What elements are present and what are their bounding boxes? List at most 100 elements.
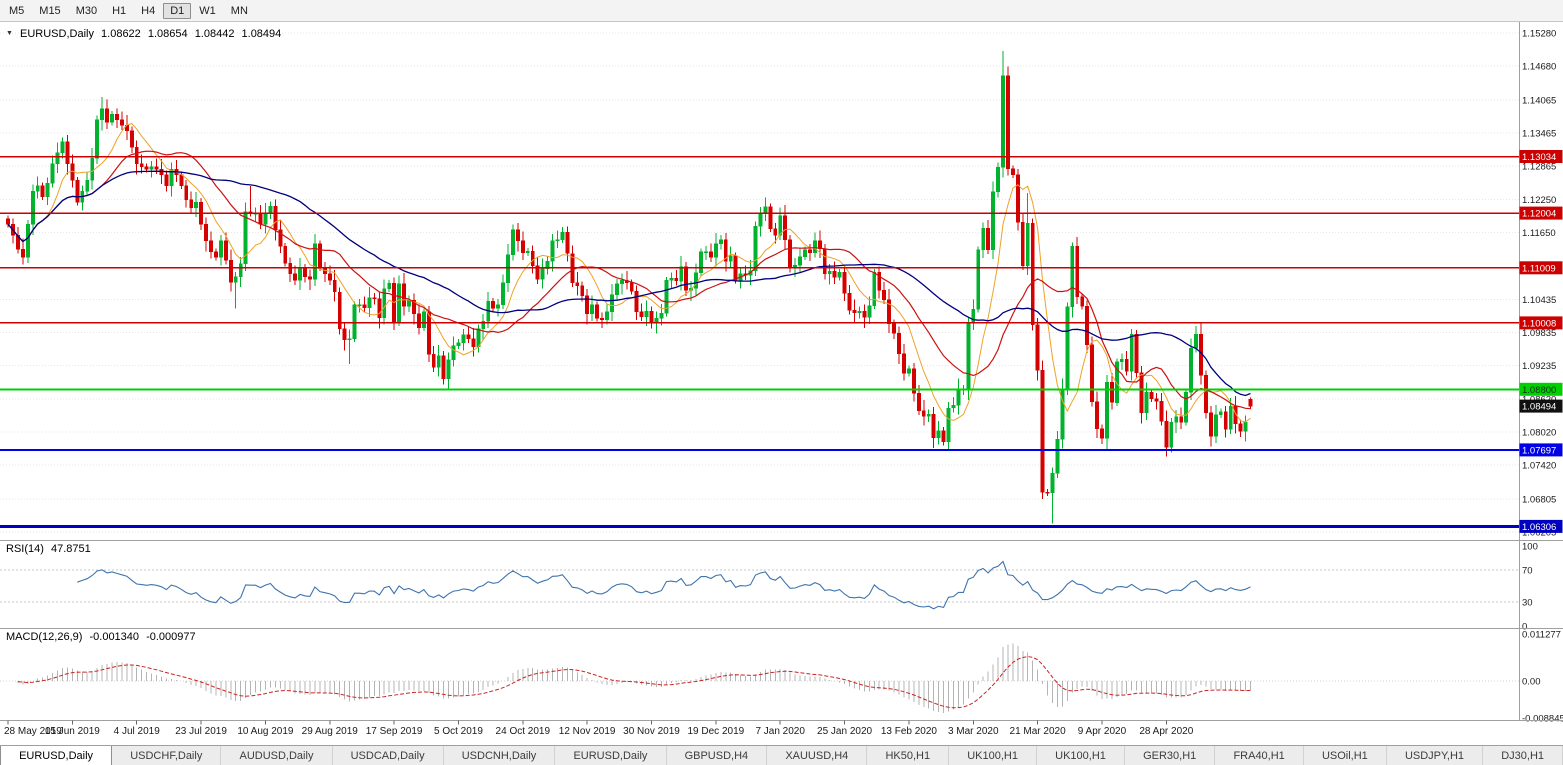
candle-body bbox=[1005, 75, 1010, 170]
price-tick-label: 1.14680 bbox=[1522, 61, 1556, 72]
candle-body bbox=[40, 185, 45, 198]
date-label: 17 Sep 2019 bbox=[366, 726, 423, 737]
candle-body bbox=[179, 174, 184, 187]
candle-body bbox=[590, 304, 595, 315]
date-label: 7 Jan 2020 bbox=[755, 726, 805, 737]
price-chart-canvas[interactable]: 1.15280 1.14680 1.14065 1.13465 1.12865 1.122… bbox=[0, 22, 1563, 745]
candle-body bbox=[317, 243, 322, 269]
chart-tab-usdchf-daily[interactable]: USDCHF,Daily bbox=[112, 746, 222, 765]
candle-body bbox=[971, 308, 976, 324]
chart-tab-eurusd-daily[interactable]: EURUSD,Daily bbox=[555, 746, 667, 765]
price-level-label-box[interactable] bbox=[1519, 261, 1563, 275]
candle-body bbox=[75, 180, 80, 203]
candle-body bbox=[793, 264, 798, 267]
candle-body bbox=[991, 191, 996, 250]
current-price-label: 1.08494 bbox=[1522, 402, 1556, 413]
price-level-label: 1.10008 bbox=[1522, 318, 1556, 329]
price-level-label: 1.06306 bbox=[1522, 522, 1556, 533]
timeframe-button-h1[interactable]: H1 bbox=[112, 4, 127, 17]
price-level-label-box[interactable] bbox=[1519, 206, 1563, 220]
candle-body bbox=[684, 266, 689, 291]
timeframe-button-h4[interactable]: H4 bbox=[141, 4, 156, 17]
timeframe-button-mn[interactable]: MN bbox=[230, 4, 248, 17]
chart-tab-fra40-h1[interactable]: FRA40,H1 bbox=[1215, 746, 1304, 765]
symbol-dropdown-icon[interactable]: ▼ bbox=[6, 30, 13, 37]
candle-body bbox=[496, 304, 501, 309]
candle-body bbox=[278, 229, 283, 247]
chart-tab-usoil-h1[interactable]: USOil,H1 bbox=[1304, 746, 1387, 765]
chart-tab-hk50-h1[interactable]: HK50,H1 bbox=[867, 746, 950, 765]
price-level-label-box[interactable] bbox=[1519, 316, 1563, 330]
candle-body bbox=[1010, 168, 1015, 176]
price-tick-label: 1.14065 bbox=[1522, 95, 1556, 106]
candle-body bbox=[941, 430, 946, 442]
candle-body bbox=[30, 191, 35, 225]
candle-body bbox=[644, 310, 649, 317]
candle-body bbox=[1213, 414, 1218, 437]
chart-tab-usdjpy-h1[interactable]: USDJPY,H1 bbox=[1387, 746, 1484, 765]
horizontal-levels bbox=[0, 155, 1519, 528]
candle-body bbox=[303, 268, 307, 277]
chart-tab-uk100-h1[interactable]: UK100,H1 bbox=[1037, 746, 1125, 765]
candle-body bbox=[471, 338, 476, 348]
rsi-pane[interactable]: 100 70 30 0 bbox=[0, 540, 1563, 633]
macd-scale-label: -0.008845 bbox=[1522, 714, 1563, 725]
chart-tab-usdcnh-daily[interactable]: USDCNH,Daily bbox=[444, 746, 556, 765]
candle-body bbox=[565, 231, 570, 254]
price-level-label-box[interactable] bbox=[1519, 519, 1563, 533]
candle-body bbox=[1164, 420, 1169, 448]
candle-body bbox=[218, 240, 223, 258]
chart-tab-gbpusd-h4[interactable]: GBPUSD,H4 bbox=[667, 746, 768, 765]
rsi-scale-label: 0 bbox=[1522, 622, 1527, 633]
price-axis[interactable]: 1.15280 1.14680 1.14065 1.13465 1.12865 1.122… bbox=[1519, 22, 1563, 720]
price-level-label-box[interactable] bbox=[1519, 443, 1563, 457]
candle-body bbox=[1208, 412, 1213, 437]
candle-body bbox=[976, 249, 981, 310]
candle-body bbox=[1119, 358, 1124, 362]
candle-body bbox=[416, 313, 421, 328]
price-level-label-box[interactable] bbox=[1519, 382, 1563, 396]
date-label: 24 Oct 2019 bbox=[496, 726, 551, 737]
chart-ohlc-header: ▼ EURUSD,Daily 1.08622 1.08654 1.08442 1… bbox=[6, 28, 285, 40]
candle-body bbox=[105, 108, 109, 123]
grid-lines bbox=[0, 32, 1519, 533]
candle-body bbox=[659, 313, 664, 319]
chart-tab-xauusd-h4[interactable]: XAUUSD,H4 bbox=[767, 746, 868, 765]
price-level-label: 1.11009 bbox=[1522, 263, 1556, 274]
candle-body bbox=[411, 299, 416, 315]
chart-tab-uk100-h1[interactable]: UK100,H1 bbox=[949, 746, 1038, 765]
macd-pane[interactable]: 0.011277 0.00 -0.008845 bbox=[0, 628, 1563, 725]
candle-body bbox=[882, 290, 887, 300]
candle-body bbox=[35, 185, 40, 192]
chart-tab-dj30-h1[interactable]: DJ30,H1 bbox=[1483, 746, 1563, 765]
timeframe-button-m30[interactable]: M30 bbox=[75, 4, 98, 17]
date-label: 25 Jan 2020 bbox=[817, 726, 872, 737]
price-level-label-box[interactable] bbox=[1519, 150, 1563, 163]
candle-body bbox=[159, 169, 164, 176]
chart-tab-audusd-daily[interactable]: AUDUSD,Daily bbox=[221, 746, 333, 765]
candle-body bbox=[1154, 398, 1159, 402]
candle-body bbox=[194, 202, 199, 209]
candle-body bbox=[545, 260, 550, 270]
chart-tab-ger30-h1[interactable]: GER30,H1 bbox=[1125, 746, 1216, 765]
timeframe-button-d1[interactable]: D1 bbox=[163, 2, 192, 19]
timeframe-button-w1[interactable]: W1 bbox=[199, 4, 216, 17]
chart-tab-usdcad-daily[interactable]: USDCAD,Daily bbox=[333, 746, 444, 765]
timeframe-button-m15[interactable]: M15 bbox=[39, 4, 61, 17]
candle-body bbox=[768, 206, 773, 229]
chart-tab-eurusd-daily[interactable]: EURUSD,Daily bbox=[0, 746, 113, 765]
candle-body bbox=[862, 310, 867, 318]
price-level-label: 1.13034 bbox=[1522, 152, 1556, 163]
candle-body bbox=[758, 213, 763, 227]
candle-body bbox=[921, 410, 926, 417]
rsi-scale-label: 70 bbox=[1522, 566, 1533, 577]
candle-body bbox=[1179, 416, 1184, 423]
candle-body bbox=[129, 130, 134, 148]
timeframe-button-m5[interactable]: M5 bbox=[9, 4, 25, 17]
candle-body bbox=[1149, 391, 1154, 399]
candle-body bbox=[1065, 306, 1070, 390]
date-label: 15 Jun 2019 bbox=[45, 726, 100, 737]
candle-body bbox=[708, 251, 713, 258]
price-tick-label: 1.12250 bbox=[1522, 195, 1556, 206]
